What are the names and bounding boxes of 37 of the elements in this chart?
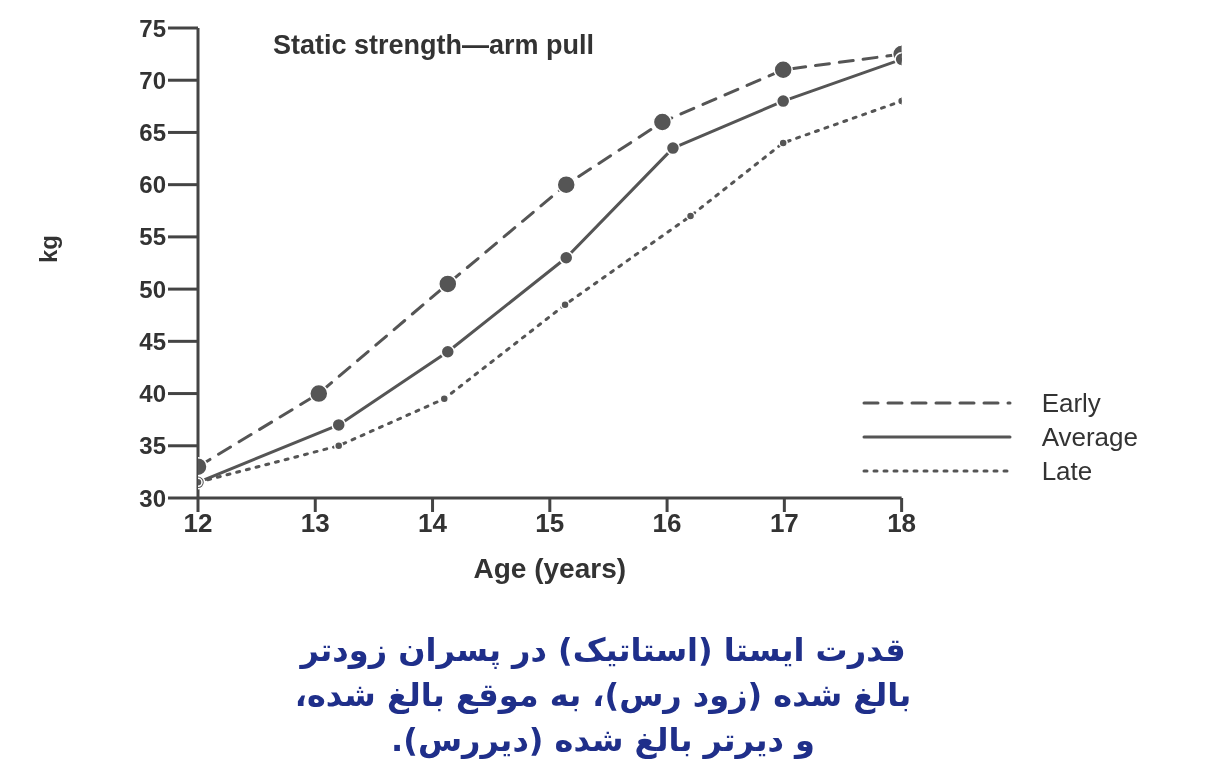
text: قدرت ایستا (استاتیک) در پسران زودتر بالغ شده (زود رس)، به موقع بالغ شده، و دیرتر بالغ شده (دیررس). [293, 630, 913, 761]
point [773, 60, 793, 80]
y-tick-label: 65 [139, 118, 166, 146]
y-tick-label: 75 [139, 14, 166, 42]
point [778, 138, 788, 148]
x-tick-label: 18 [887, 508, 917, 539]
y-tick-label: 50 [139, 275, 166, 303]
y-tick-label: 45 [139, 327, 166, 355]
y-tick-label: 30 [139, 484, 166, 512]
point [440, 344, 456, 360]
x-tick-label: 16 [652, 508, 682, 539]
x-axis-title: Age (years) [473, 553, 627, 584]
chart-title: Static strength—arm pull [273, 30, 595, 61]
text: Average [1041, 421, 1138, 453]
point [560, 300, 570, 310]
point [556, 174, 576, 195]
text: Early [1041, 387, 1101, 419]
x-tick-label: 12 [183, 508, 213, 539]
text: Late [1041, 455, 1093, 487]
y-tick-label: 60 [139, 171, 166, 199]
point [438, 274, 458, 294]
point [652, 112, 673, 132]
x-tick-label: 13 [300, 508, 330, 539]
x-tick-label: 14 [418, 508, 448, 539]
point [685, 211, 696, 221]
point [665, 140, 681, 156]
y-tick-label: 40 [139, 380, 166, 408]
y-tick-label: 70 [139, 66, 166, 94]
x-tick-label: 15 [535, 508, 565, 539]
y-tick-label: 55 [139, 223, 166, 251]
point [309, 383, 329, 404]
point [775, 93, 791, 109]
y-axis-title: kg [34, 234, 62, 263]
point [331, 417, 346, 433]
point [558, 250, 574, 266]
y-tick-label: 35 [139, 432, 166, 460]
x-tick-label: 17 [769, 508, 799, 539]
